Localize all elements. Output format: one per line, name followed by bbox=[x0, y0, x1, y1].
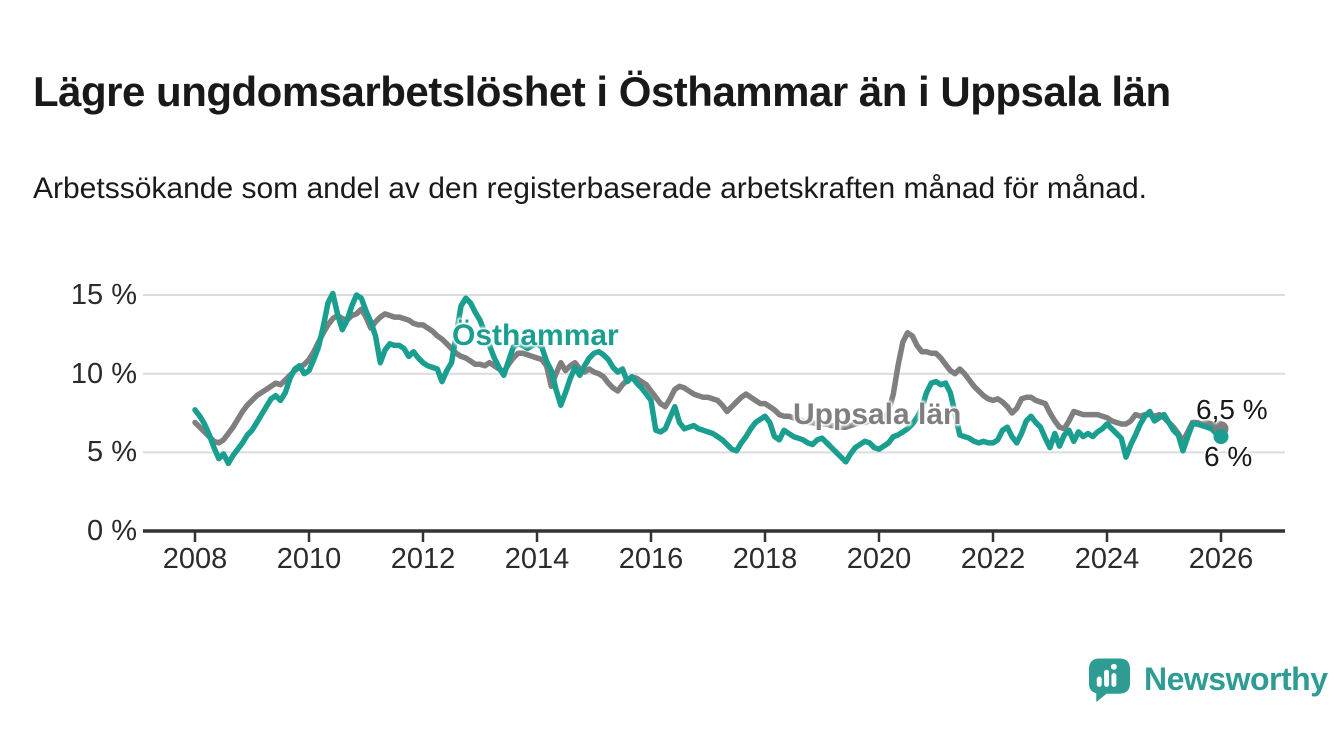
x-axis-tick-label: 2026 bbox=[1188, 543, 1254, 575]
x-axis-tick-label: 2008 bbox=[162, 543, 228, 575]
y-axis-tick-label: 5 % bbox=[87, 436, 137, 469]
x-axis-tick-label: 2018 bbox=[732, 543, 798, 575]
end-value-label-uppsala: 6,5 % bbox=[1196, 394, 1268, 425]
x-axis-tick-label: 2016 bbox=[618, 543, 684, 575]
end-value-label-osthammar: 6 % bbox=[1204, 441, 1253, 472]
page-title: Lägre ungdomsarbetslöshet i Östhammar än… bbox=[33, 68, 1171, 116]
page-subtitle: Arbetssökande som andel av den registerb… bbox=[33, 172, 1147, 205]
x-axis-tick-label: 2024 bbox=[1074, 543, 1140, 575]
x-axis-tick-label: 2014 bbox=[504, 543, 570, 575]
y-axis-tick-label: 15 % bbox=[70, 279, 137, 312]
x-axis-tick-label: 2022 bbox=[960, 543, 1026, 575]
x-axis-tick-label: 2010 bbox=[276, 543, 342, 575]
x-axis-tick-label: 2020 bbox=[846, 543, 912, 575]
x-axis-tick-label: 2012 bbox=[390, 543, 456, 575]
logo-bar-tall bbox=[1104, 669, 1110, 687]
newsworthy-speech-bubble-icon bbox=[1088, 658, 1131, 703]
series-label-uppsala: Uppsala län bbox=[793, 398, 962, 431]
y-axis-tick-label: 0 % bbox=[87, 515, 137, 547]
brand-logo: Newsworthy bbox=[1086, 655, 1328, 703]
series-label-osthammar: Östhammar bbox=[452, 319, 619, 352]
y-axis-tick-label: 10 % bbox=[70, 357, 137, 390]
logo-exclamation-bar bbox=[1111, 673, 1117, 687]
line-series-osthammar bbox=[192, 290, 1224, 467]
series-end-dot-osthammar bbox=[1213, 429, 1229, 445]
brand-name: Newsworthy bbox=[1144, 661, 1328, 697]
logo-bar-short bbox=[1096, 676, 1102, 687]
line-series-uppsala-lan bbox=[192, 306, 1224, 446]
logo-exclamation-dot bbox=[1110, 663, 1117, 670]
